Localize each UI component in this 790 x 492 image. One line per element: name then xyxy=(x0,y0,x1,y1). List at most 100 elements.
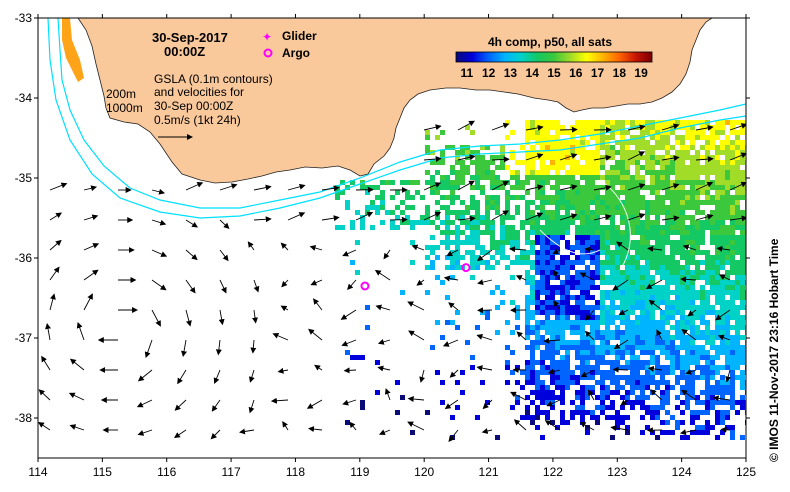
sst-pixel xyxy=(630,260,635,265)
sst-pixel xyxy=(630,285,635,290)
sst-pixel xyxy=(635,285,640,290)
sst-pixel xyxy=(575,210,580,215)
sst-pixel xyxy=(555,245,560,250)
velocity-arrow xyxy=(661,215,680,222)
sst-pixel xyxy=(685,345,690,350)
sst-pixel xyxy=(655,365,660,370)
sst-pixel xyxy=(575,315,580,320)
velocity-arrow xyxy=(448,429,459,443)
sst-pixel xyxy=(710,400,715,405)
sst-pixel xyxy=(685,255,690,260)
sst-pixel xyxy=(720,400,725,405)
sst-pixel xyxy=(620,135,625,140)
sst-pixel xyxy=(615,305,620,310)
sst-pixel xyxy=(685,215,690,220)
sst-pixel xyxy=(660,165,665,170)
sst-pixel xyxy=(725,360,730,365)
sst-pixel xyxy=(505,320,510,325)
sst-pixel xyxy=(570,305,575,310)
sst-pixel xyxy=(625,275,630,280)
lat-tick--36: -36 xyxy=(15,251,33,265)
sst-pixel xyxy=(465,220,470,225)
sst-pixel xyxy=(360,225,365,230)
sst-pixel xyxy=(610,165,615,170)
sst-pixel xyxy=(715,200,720,205)
sst-pixel xyxy=(500,185,505,190)
sst-pixel xyxy=(650,405,655,410)
sst-pixel xyxy=(665,255,670,260)
sst-pixel xyxy=(545,230,550,235)
sst-pixel xyxy=(595,350,600,355)
sst-pixel xyxy=(605,195,610,200)
sst-pixel xyxy=(505,255,510,260)
sst-pixel xyxy=(615,420,620,425)
sst-pixel xyxy=(560,410,565,415)
sst-pixel xyxy=(550,240,555,245)
sst-pixel xyxy=(560,285,565,290)
velocity-arrow xyxy=(491,181,510,191)
sst-pixel xyxy=(645,320,650,325)
sst-pixel xyxy=(705,145,710,150)
sst-pixel xyxy=(610,180,615,185)
sst-pixel xyxy=(610,250,615,255)
sst-pixel xyxy=(585,190,590,195)
sst-pixel xyxy=(515,255,520,260)
sst-pixel xyxy=(545,225,550,230)
sst-pixel xyxy=(595,205,600,210)
sst-pixel xyxy=(580,145,585,150)
sst-pixel xyxy=(550,345,555,350)
sst-pixel xyxy=(425,145,430,150)
sst-pixel xyxy=(450,170,455,175)
sst-pixel xyxy=(670,275,675,280)
sst-pixel xyxy=(655,435,660,440)
sst-pixel xyxy=(485,200,490,205)
sst-pixel xyxy=(650,175,655,180)
sst-pixel xyxy=(580,130,585,135)
sst-pixel xyxy=(540,355,545,360)
sst-pixel xyxy=(665,215,670,220)
sst-pixel xyxy=(735,340,740,345)
sst-pixel xyxy=(645,130,650,135)
velocity-arrow xyxy=(423,182,442,191)
sst-pixel xyxy=(580,325,585,330)
sst-pixel xyxy=(740,370,745,375)
sst-pixel xyxy=(625,430,630,435)
sst-pixel xyxy=(550,230,555,235)
sst-pixel xyxy=(530,330,535,335)
sst-pixel xyxy=(525,325,530,330)
sst-pixel xyxy=(700,260,705,265)
sst-pixel xyxy=(595,335,600,340)
sst-pixel xyxy=(695,400,700,405)
sst-pixel xyxy=(480,190,485,195)
sst-pixel xyxy=(650,170,655,175)
sst-pixel xyxy=(610,215,615,220)
velocity-arrow xyxy=(375,304,391,311)
sst-pixel xyxy=(680,165,685,170)
sst-pixel xyxy=(715,295,720,300)
sst-pixel xyxy=(525,130,530,135)
sst-pixel xyxy=(580,415,585,420)
sst-pixel xyxy=(675,425,680,430)
sst-pixel xyxy=(565,175,570,180)
sst-pixel xyxy=(475,265,480,270)
sst-pixel xyxy=(580,270,585,275)
sst-pixel xyxy=(680,285,685,290)
sst-pixel xyxy=(425,215,430,220)
sst-pixel xyxy=(590,385,595,390)
velocity-arrow xyxy=(457,180,475,191)
sst-pixel xyxy=(660,405,665,410)
sst-pixel xyxy=(585,280,590,285)
sst-pixel xyxy=(560,235,565,240)
sst-pixel xyxy=(460,170,465,175)
sst-pixel xyxy=(665,350,670,355)
sst-pixel xyxy=(480,185,485,190)
sst-pixel xyxy=(440,195,445,200)
sst-pixel xyxy=(585,120,590,125)
sst-pixel xyxy=(530,295,535,300)
sst-pixel xyxy=(480,145,485,150)
sst-pixel xyxy=(610,260,615,265)
sst-pixel xyxy=(725,185,730,190)
sst-pixel xyxy=(540,175,545,180)
sst-pixel xyxy=(540,300,545,305)
sst-pixel xyxy=(715,225,720,230)
